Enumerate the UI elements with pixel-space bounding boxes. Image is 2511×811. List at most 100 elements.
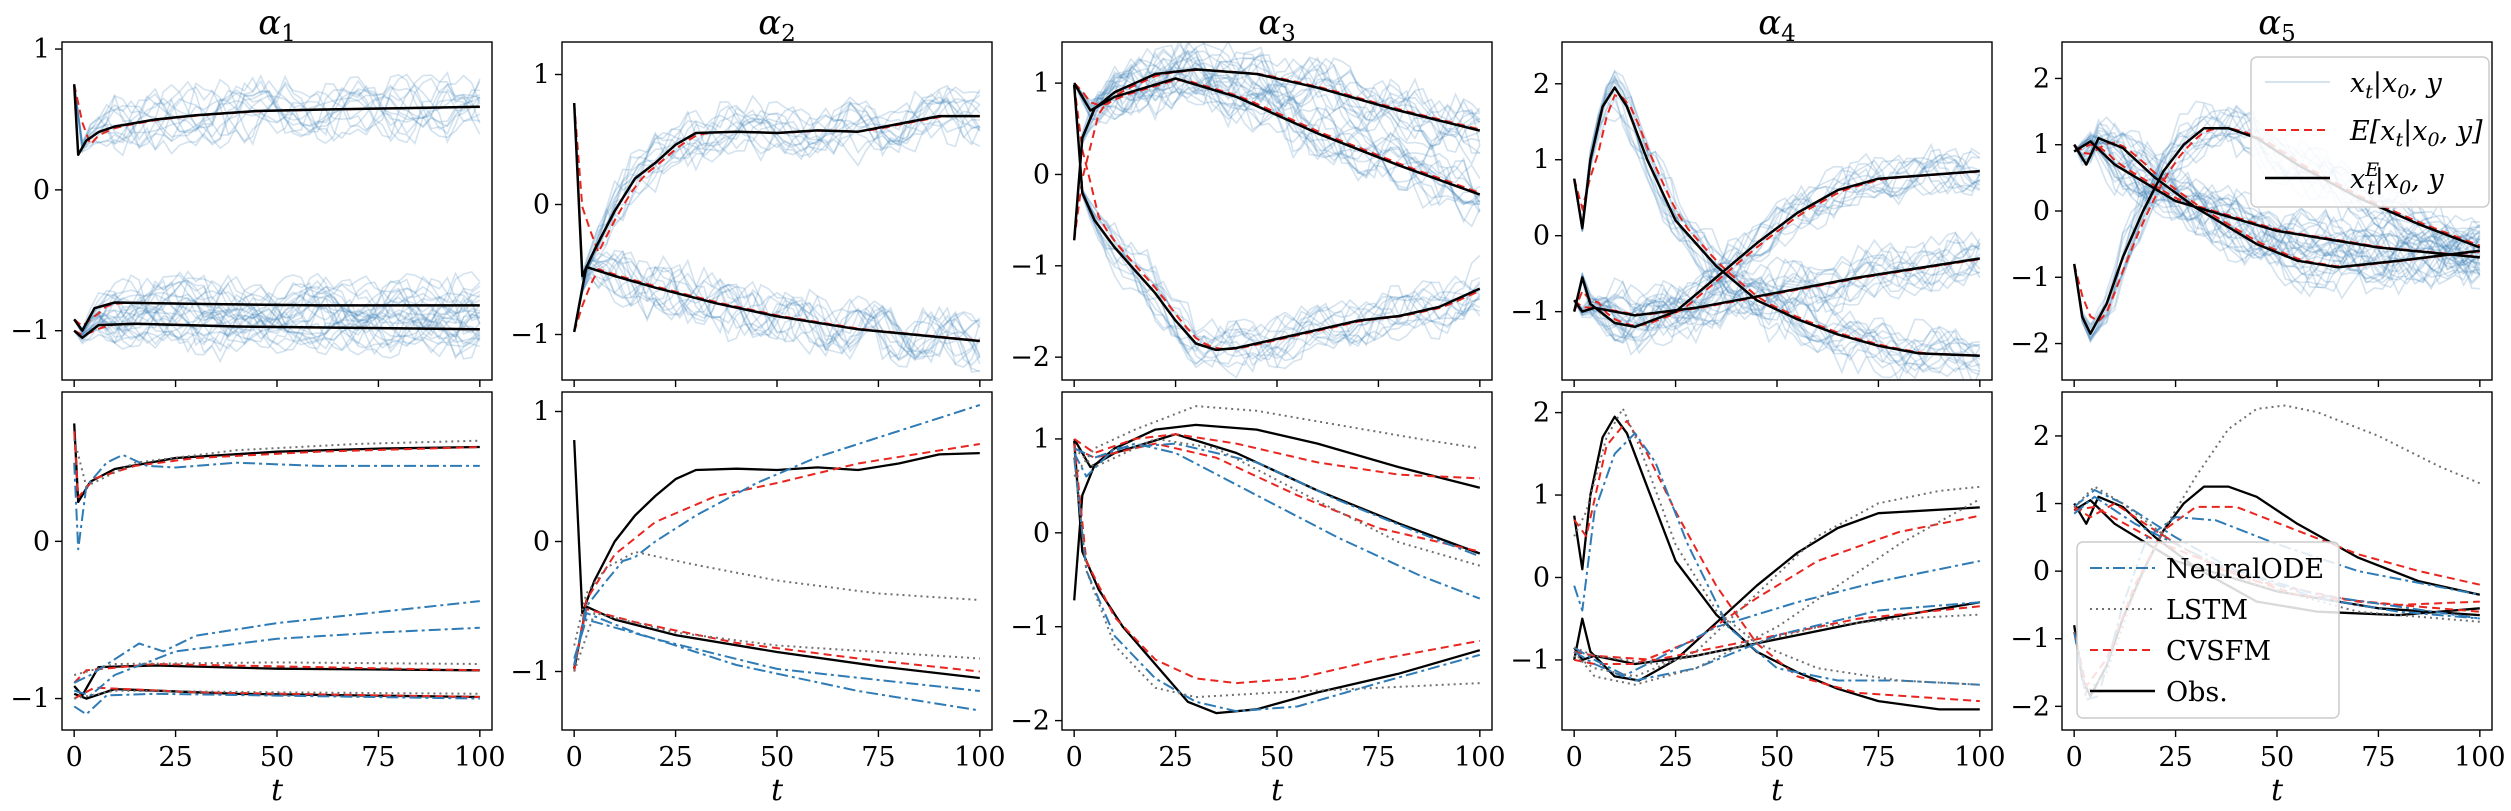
y-tick-label: 0 bbox=[533, 190, 550, 221]
ensemble-sample bbox=[2073, 117, 2481, 300]
plot-area bbox=[1072, 42, 1481, 379]
ensemble-sample bbox=[73, 74, 481, 155]
x-tick-label: 100 bbox=[1454, 742, 1506, 773]
legend-lstm-label: LSTM bbox=[2166, 595, 2248, 626]
legend-bottom: NeuralODE LSTM CVSFM Obs. bbox=[2076, 541, 2340, 719]
ensemble-sample bbox=[573, 98, 981, 282]
ensemble-sample bbox=[73, 272, 481, 339]
neuralode-line bbox=[573, 618, 980, 692]
legend-ensemble-label: xt|x0, y bbox=[2350, 68, 2442, 103]
ensemble-sample bbox=[1073, 84, 1481, 379]
neuralode-line bbox=[73, 692, 480, 716]
y-tick-label: 1 bbox=[33, 34, 50, 65]
ensemble-sample bbox=[1573, 77, 1981, 368]
ensemble-sample bbox=[73, 83, 481, 149]
obs-line bbox=[573, 440, 980, 615]
neuralode-line bbox=[1073, 442, 1481, 558]
ensemble-sample bbox=[1573, 238, 1981, 337]
ensemble-sample bbox=[1573, 244, 1981, 326]
observed-line bbox=[1572, 169, 1980, 329]
ensemble-sample bbox=[1073, 63, 1481, 205]
ensemble-sample bbox=[573, 249, 981, 366]
ensemble-sample bbox=[73, 285, 481, 334]
ensemble-sample bbox=[73, 289, 480, 334]
y-tick-label: 0 bbox=[1033, 159, 1050, 190]
ensemble-sample bbox=[573, 258, 981, 357]
cvsfm-line bbox=[1073, 433, 1480, 480]
panel-title: α5 bbox=[2258, 3, 2296, 47]
ensemble-sample bbox=[2073, 130, 2480, 290]
x-tick-label: 25 bbox=[658, 742, 692, 773]
lstm-line bbox=[73, 438, 480, 488]
ensemble-sample bbox=[1073, 57, 1481, 241]
y-tick-label: −1 bbox=[10, 316, 50, 347]
y-tick-label: −1 bbox=[1010, 612, 1050, 643]
panel-title: α3 bbox=[1258, 3, 1296, 47]
x-tick-label: 75 bbox=[2361, 742, 2395, 773]
lstm-line bbox=[1073, 437, 1481, 567]
x-tick-label: 50 bbox=[760, 742, 794, 773]
ensemble-sample bbox=[2073, 143, 2481, 291]
plot-area bbox=[73, 423, 480, 716]
legend-top: xt|x0, y E[xt|x0, y] xE t|x0, y bbox=[2250, 56, 2490, 208]
panel-title: α1 bbox=[258, 3, 296, 47]
ensemble-sample bbox=[573, 94, 981, 280]
y-tick-label: −2 bbox=[2010, 691, 2050, 722]
legend-cvsfm-label: CVSFM bbox=[2166, 636, 2271, 667]
ensemble-sample bbox=[1573, 80, 1981, 379]
ensemble-sample bbox=[1073, 84, 1481, 368]
y-tick-label: −1 bbox=[2010, 624, 2050, 655]
obs-line bbox=[73, 423, 480, 504]
x-tick-label: 75 bbox=[1861, 742, 1895, 773]
plot-area bbox=[1573, 407, 1981, 711]
ensemble-sample bbox=[2073, 116, 2481, 288]
y-tick-label: 1 bbox=[1033, 68, 1050, 99]
ensemble-sample bbox=[573, 253, 981, 364]
obs-line bbox=[1573, 506, 1980, 682]
ensemble-sample bbox=[73, 293, 481, 360]
x-tick-label: 75 bbox=[361, 742, 395, 773]
observed-line bbox=[1073, 77, 1481, 196]
ensemble-sample bbox=[73, 84, 481, 148]
ensemble-sample bbox=[1073, 57, 1481, 241]
ensemble-sample bbox=[573, 251, 981, 360]
ensemble-sample bbox=[1573, 250, 1981, 331]
y-tick-label: −1 bbox=[1010, 251, 1050, 282]
ensemble-sample bbox=[73, 280, 481, 332]
ensemble-sample bbox=[73, 299, 480, 352]
panel-title: α2 bbox=[758, 3, 796, 47]
ensemble-sample bbox=[73, 309, 481, 346]
ensemble-sample bbox=[1073, 77, 1480, 206]
x-tick-label: 0 bbox=[2066, 742, 2083, 773]
ensemble-sample bbox=[573, 256, 981, 373]
ensemble-sample bbox=[73, 274, 481, 334]
observed-line bbox=[1072, 68, 1481, 241]
ensemble-sample bbox=[573, 255, 981, 369]
x-tick-label: 75 bbox=[861, 742, 895, 773]
neuralode-line bbox=[1573, 601, 1980, 682]
ensemble-sample bbox=[1573, 80, 1980, 373]
x-axis-label: t bbox=[2271, 773, 2284, 808]
ensemble-sample bbox=[73, 300, 481, 358]
chart-panel-7: −1 0 1 0 25 50 75 100 t bbox=[510, 391, 1006, 808]
y-tick-label: 0 bbox=[2033, 556, 2050, 587]
observed-line bbox=[72, 84, 480, 156]
lstm-line bbox=[1573, 613, 1980, 665]
y-tick-label: 1 bbox=[1533, 480, 1550, 511]
observed-line bbox=[73, 301, 480, 332]
y-tick-label: −1 bbox=[10, 684, 50, 715]
ensemble-sample bbox=[73, 304, 480, 350]
plot-area bbox=[572, 84, 981, 374]
ensemble-sample bbox=[2073, 130, 2481, 289]
ensemble-sample bbox=[1073, 42, 1481, 241]
plot-area bbox=[2072, 100, 2481, 344]
obs-line bbox=[1073, 423, 1481, 601]
x-tick-label: 100 bbox=[1954, 742, 2006, 773]
ensemble-sample bbox=[1573, 100, 1981, 375]
ensemble-sample bbox=[1573, 91, 1973, 380]
ensemble-sample bbox=[73, 78, 481, 157]
y-tick-label: 1 bbox=[2033, 130, 2050, 161]
ensemble-sample bbox=[573, 251, 980, 374]
legend-bottom-frame bbox=[2076, 541, 2340, 719]
chart-panel-3: −2 −1 0 1 α3 bbox=[1010, 3, 1493, 387]
